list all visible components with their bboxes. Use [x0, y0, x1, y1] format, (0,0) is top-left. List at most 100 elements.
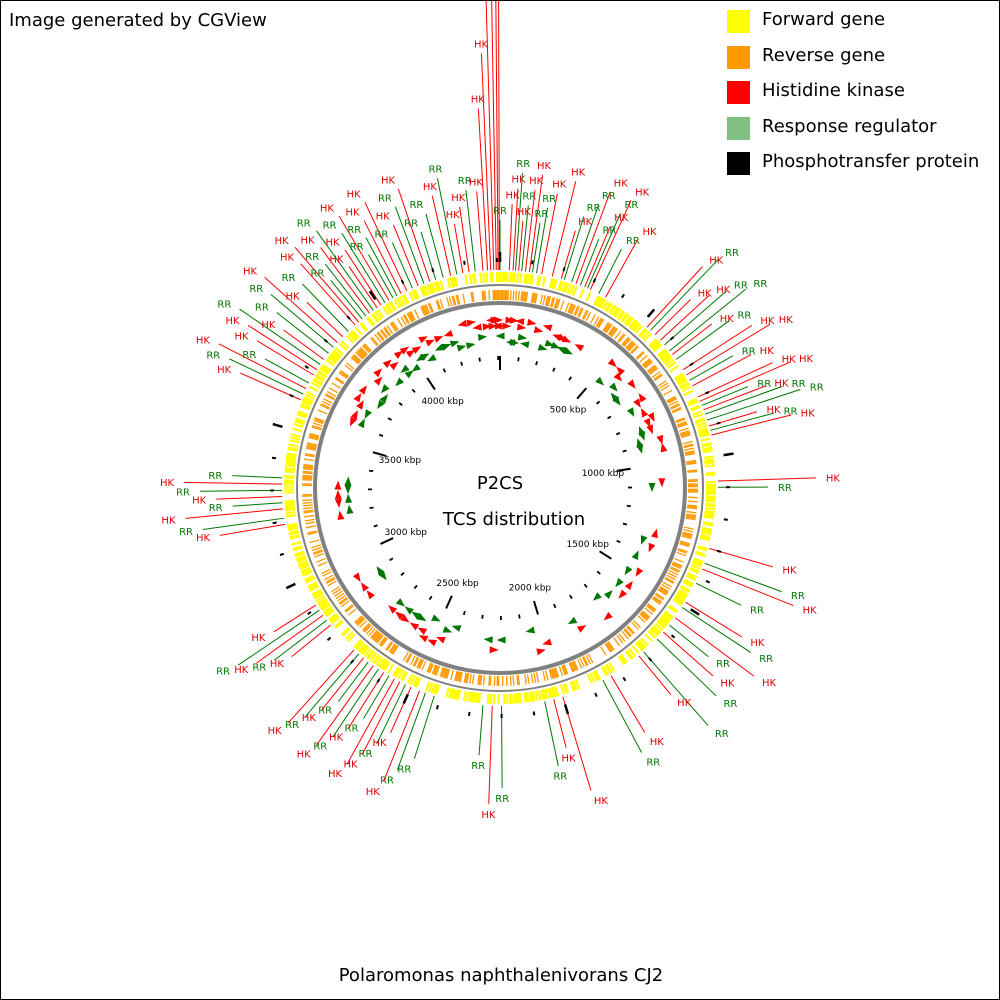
hk-arrow-mark [489, 646, 499, 654]
reverse-gene-mark [596, 318, 604, 328]
rr-label: RR [378, 193, 392, 204]
reverse-gene-mark [302, 499, 313, 502]
reverse-gene-mark [325, 393, 335, 400]
forward-gene-mark [298, 562, 309, 569]
outer-minor-tick [289, 393, 294, 398]
reverse-gene-mark [338, 596, 348, 604]
reverse-gene-mark [309, 434, 320, 439]
rr-arrow-mark [525, 626, 536, 634]
hk-label: HK [760, 316, 775, 327]
inner-minor-tick [535, 361, 538, 366]
hk-label: HK [803, 605, 818, 616]
outer-minor-tick [704, 391, 710, 395]
reverse-gene-mark [309, 539, 320, 544]
backbone-outer-ring [296, 284, 704, 692]
reverse-gene-mark [686, 507, 697, 510]
reverse-gene-mark [618, 633, 626, 642]
reverse-gene-mark [303, 466, 314, 469]
hk-label: HK [160, 478, 175, 489]
hk-label: HK [423, 182, 438, 193]
center-subtitle: TCS distribution [442, 509, 585, 530]
reverse-gene-mark [307, 530, 318, 534]
rr-callout-line [264, 358, 310, 384]
reverse-gene-mark [621, 630, 629, 640]
reverse-gene-mark [311, 544, 321, 549]
forward-gene-mark [608, 304, 616, 314]
hk-label: HK [446, 210, 461, 221]
organism-title: Polaromonas naphthalenivorans CJ2 [338, 965, 664, 986]
forward-gene-mark [651, 626, 661, 635]
reverse-gene-mark [530, 292, 534, 303]
forward-gene-mark [605, 663, 613, 674]
reverse-gene-mark [389, 644, 397, 654]
reverse-gene-mark [672, 408, 682, 414]
rr-label: RR [249, 284, 263, 295]
hk-arrow-mark [443, 329, 454, 337]
hk-label: HK [234, 665, 249, 676]
inner-major-tick [576, 387, 588, 400]
outer-minor-tick [435, 705, 439, 710]
forward-gene-mark [366, 317, 375, 327]
forward-gene-mark [595, 296, 603, 307]
forward-gene-mark [367, 316, 376, 326]
forward-gene-mark [439, 280, 445, 291]
forward-gene-mark [318, 599, 329, 608]
inner-minor-tick [569, 594, 573, 600]
forward-gene-mark [524, 273, 529, 284]
forward-gene-mark [511, 272, 515, 283]
reverse-gene-mark [626, 626, 634, 635]
forward-gene-mark [333, 619, 343, 628]
forward-gene-mark [667, 605, 678, 614]
forward-gene-mark [396, 297, 403, 308]
reverse-gene-mark [617, 333, 625, 342]
forward-gene-mark [289, 436, 301, 441]
rr-callout-line [669, 624, 709, 657]
outer-minor-tick [622, 676, 627, 682]
reverse-gene-mark [324, 394, 335, 401]
forward-gene-mark [704, 509, 715, 514]
reverse-gene-mark [380, 638, 388, 647]
reverse-gene-mark [339, 371, 349, 379]
forward-gene-mark [294, 551, 305, 558]
reverse-gene-mark [354, 615, 363, 624]
forward-gene-mark [654, 622, 664, 632]
reverse-gene-mark [376, 332, 384, 342]
inner-minor-tick [460, 361, 464, 366]
forward-gene-mark [329, 613, 339, 622]
forward-gene-mark [359, 644, 368, 654]
reverse-gene-mark [408, 311, 415, 322]
rr-label: RR [471, 761, 485, 772]
forward-gene-mark [332, 349, 342, 358]
reverse-gene-mark [542, 295, 546, 306]
rr-callout-line [515, 172, 523, 271]
forward-gene-mark [602, 300, 609, 311]
hk-callout-line [338, 215, 390, 301]
reverse-gene-mark [362, 623, 371, 632]
reverse-gene-mark [679, 542, 690, 548]
hk-callout-line [453, 223, 464, 274]
reverse-gene-mark [681, 535, 692, 540]
hk-callout-line [273, 604, 317, 633]
forward-gene-mark [698, 428, 709, 434]
forward-gene-mark [285, 464, 296, 468]
reverse-gene-mark [444, 668, 449, 679]
forward-gene-mark [700, 531, 712, 536]
inner-minor-tick [411, 388, 416, 393]
reverse-gene-mark [436, 299, 442, 310]
reverse-gene-mark [551, 297, 556, 308]
reverse-gene-mark [391, 321, 398, 332]
rr-arrow-mark [609, 382, 618, 392]
reverse-gene-mark [432, 664, 438, 675]
reverse-gene-mark [429, 663, 434, 674]
rr-callout-line [202, 517, 285, 531]
forward-gene-mark [389, 301, 397, 311]
hk-label: HK [614, 178, 629, 189]
inner-minor-tick [616, 539, 621, 544]
forward-gene-mark [330, 351, 341, 360]
forward-gene-mark [299, 404, 310, 411]
reverse-gene-mark [681, 534, 692, 538]
rr-arrow-mark [395, 377, 405, 387]
hk-arrow-mark [607, 358, 617, 368]
forward-gene-mark [289, 533, 300, 539]
forward-gene-mark [693, 557, 704, 563]
